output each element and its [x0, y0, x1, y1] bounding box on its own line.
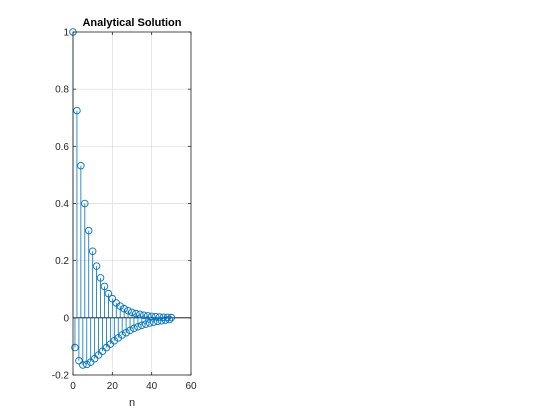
stem-marker-35	[138, 321, 146, 330]
stem-marker-42	[151, 312, 160, 321]
y-tick-label-6: 1	[63, 28, 69, 39]
stem-marker-12	[92, 262, 101, 270]
stem-marker-34	[136, 310, 144, 319]
stem-marker-31	[130, 324, 138, 333]
stem-marker-25	[118, 331, 126, 339]
stem-marker-49	[165, 315, 174, 324]
y-tick-label-2: 0.2	[55, 256, 69, 267]
stem-marker-26	[120, 304, 128, 313]
stem-marker-10	[88, 247, 97, 255]
stem-marker-7	[83, 360, 91, 369]
stem-marker-4	[77, 162, 85, 170]
stem-marker-28	[124, 306, 132, 315]
tick-labels: 0 20 40 60-0.200.20.40.60.81	[52, 28, 197, 393]
stem-marker-43	[153, 317, 162, 326]
stem-marker-18	[104, 289, 113, 298]
stem-marker-38	[143, 312, 152, 320]
stem-marker-29	[126, 326, 134, 335]
axes-frame	[72, 31, 192, 376]
stem-marker-15	[98, 347, 107, 356]
y-tick-label-1: 0	[63, 313, 69, 324]
stem-marker-5	[79, 361, 87, 369]
stem-marker-27	[122, 328, 130, 337]
stem-marker-50	[167, 313, 176, 322]
stem-marker-1	[71, 343, 79, 352]
stem-marker-30	[128, 308, 136, 317]
x-tick-label-1: 20	[107, 381, 119, 392]
stem-marker-3	[75, 356, 83, 365]
stem-marker-37	[142, 320, 150, 328]
chart-title: Analytical Solution	[82, 17, 181, 29]
y-tick-label-0: -0.2	[52, 371, 70, 382]
stem-marker-39	[145, 319, 154, 327]
stem-marker-41	[149, 318, 158, 326]
stem-marker-20	[108, 294, 117, 303]
stem-marker-8	[84, 226, 93, 235]
stem-marker-48	[163, 313, 172, 322]
y-tick-label-4: 0.6	[55, 142, 69, 153]
stem-marker-44	[155, 313, 164, 321]
x-tick-label-0: 0	[70, 381, 76, 392]
stem-marker-33	[134, 322, 142, 331]
x-tick-label-2: 40	[146, 381, 158, 392]
stem-marker-6	[81, 199, 89, 208]
stem-marker-14	[96, 274, 105, 282]
stem-marker-36	[140, 311, 148, 320]
stem-marker-13	[94, 351, 103, 359]
stem-marker-24	[116, 302, 124, 310]
y-tick-label-5: 0.8	[55, 85, 69, 96]
stem-marker-32	[132, 309, 140, 318]
stem-marker-16	[100, 282, 109, 291]
stem-marker-11	[90, 354, 99, 363]
y-tick-label-3: 0.4	[55, 199, 69, 210]
stem-marker-2	[73, 106, 81, 115]
x-axis-label: n	[129, 397, 135, 409]
x-tick-label-3: 60	[185, 381, 197, 392]
